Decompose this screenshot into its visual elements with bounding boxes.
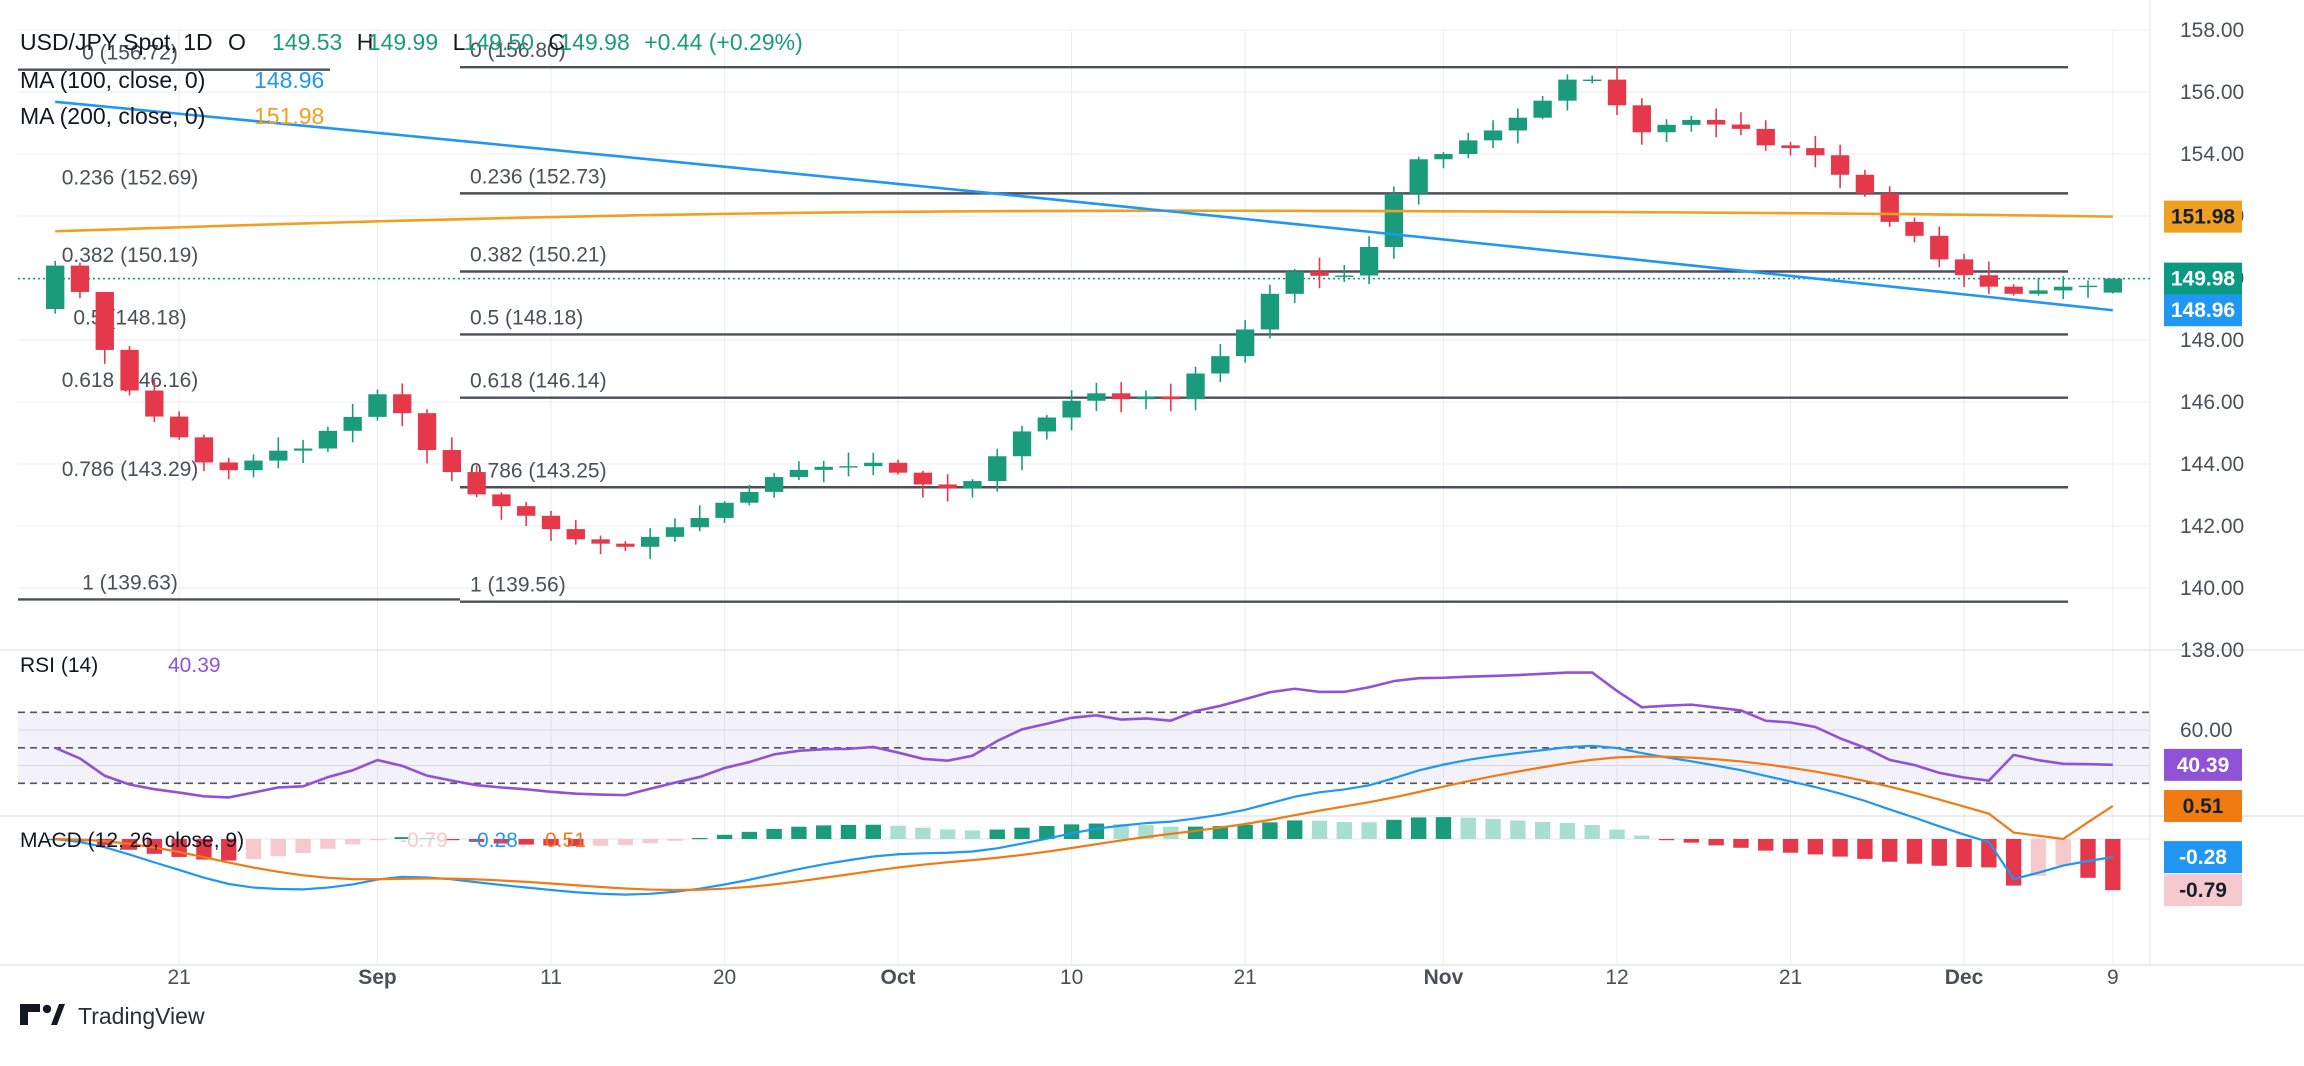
svg-text:Dec: Dec <box>1945 966 1984 989</box>
svg-text:149.50: 149.50 <box>464 29 534 55</box>
svg-text:151.98: 151.98 <box>254 103 324 129</box>
svg-text:10: 10 <box>1060 966 1083 989</box>
svg-text:0.236 (152.69): 0.236 (152.69) <box>62 167 199 190</box>
svg-text:0.5 (148.18): 0.5 (148.18) <box>73 306 186 329</box>
svg-text:149.53: 149.53 <box>272 29 342 55</box>
svg-text:148.96: 148.96 <box>2171 299 2235 322</box>
svg-text:140.00: 140.00 <box>2180 577 2244 600</box>
svg-text:TradingView: TradingView <box>78 1003 205 1029</box>
svg-text:1 (139.63): 1 (139.63) <box>82 571 178 594</box>
svg-text:12: 12 <box>1605 966 1628 989</box>
svg-text:20: 20 <box>713 966 736 989</box>
svg-text:0.786 (143.29): 0.786 (143.29) <box>62 458 199 481</box>
svg-text:O: O <box>228 29 246 55</box>
svg-text:154.00: 154.00 <box>2180 143 2244 166</box>
svg-text:21: 21 <box>167 966 190 989</box>
svg-text:USD/JPY Spot, 1D: USD/JPY Spot, 1D <box>20 29 213 55</box>
svg-text:-0.28: -0.28 <box>470 829 518 852</box>
svg-text:40.39: 40.39 <box>2177 754 2230 777</box>
svg-text:-0.79: -0.79 <box>400 829 448 852</box>
svg-text:MA (200, close, 0): MA (200, close, 0) <box>20 103 205 129</box>
svg-text:11: 11 <box>540 966 562 989</box>
svg-text:0.382 (150.19): 0.382 (150.19) <box>62 244 199 267</box>
svg-text:148.96: 148.96 <box>254 67 324 93</box>
svg-text:MACD (12, 26, close, 9): MACD (12, 26, close, 9) <box>20 829 244 852</box>
svg-text:148.00: 148.00 <box>2180 329 2244 352</box>
svg-text:RSI (14): RSI (14) <box>20 654 98 677</box>
svg-text:-0.79: -0.79 <box>2179 879 2227 902</box>
svg-text:21: 21 <box>1779 966 1802 989</box>
svg-text:156.00: 156.00 <box>2180 81 2244 104</box>
svg-text:-0.28: -0.28 <box>2179 846 2227 869</box>
svg-text:0.786 (143.25): 0.786 (143.25) <box>470 459 607 482</box>
svg-text:Nov: Nov <box>1424 966 1464 989</box>
svg-text:MA (100, close, 0): MA (100, close, 0) <box>20 67 205 93</box>
svg-text:1 (139.56): 1 (139.56) <box>470 574 566 597</box>
svg-text:0.236 (152.73): 0.236 (152.73) <box>470 165 607 188</box>
svg-text:149.99: 149.99 <box>368 29 438 55</box>
svg-text:0.618 (146.14): 0.618 (146.14) <box>470 370 607 393</box>
svg-text:144.00: 144.00 <box>2180 453 2244 476</box>
svg-text:151.98: 151.98 <box>2171 206 2236 229</box>
svg-text:142.00: 142.00 <box>2180 515 2244 538</box>
svg-text:Sep: Sep <box>358 966 397 989</box>
svg-text:0.382 (150.21): 0.382 (150.21) <box>470 243 607 266</box>
svg-text:0.51: 0.51 <box>2183 795 2224 818</box>
svg-text:146.00: 146.00 <box>2180 391 2244 414</box>
svg-text:+0.44 (+0.29%): +0.44 (+0.29%) <box>644 29 803 55</box>
svg-text:Oct: Oct <box>881 966 916 989</box>
svg-text:9: 9 <box>2107 966 2119 989</box>
svg-text:149.98: 149.98 <box>559 29 629 55</box>
svg-text:158.00: 158.00 <box>2180 19 2244 42</box>
svg-text:40.39: 40.39 <box>168 654 221 677</box>
svg-text:0.5 (148.18): 0.5 (148.18) <box>470 306 583 329</box>
svg-text:60.00: 60.00 <box>2180 719 2233 742</box>
svg-text:149.98: 149.98 <box>2171 268 2236 291</box>
svg-text:0.51: 0.51 <box>545 829 586 852</box>
svg-text:21: 21 <box>1233 966 1256 989</box>
svg-text:138.00: 138.00 <box>2180 639 2244 662</box>
